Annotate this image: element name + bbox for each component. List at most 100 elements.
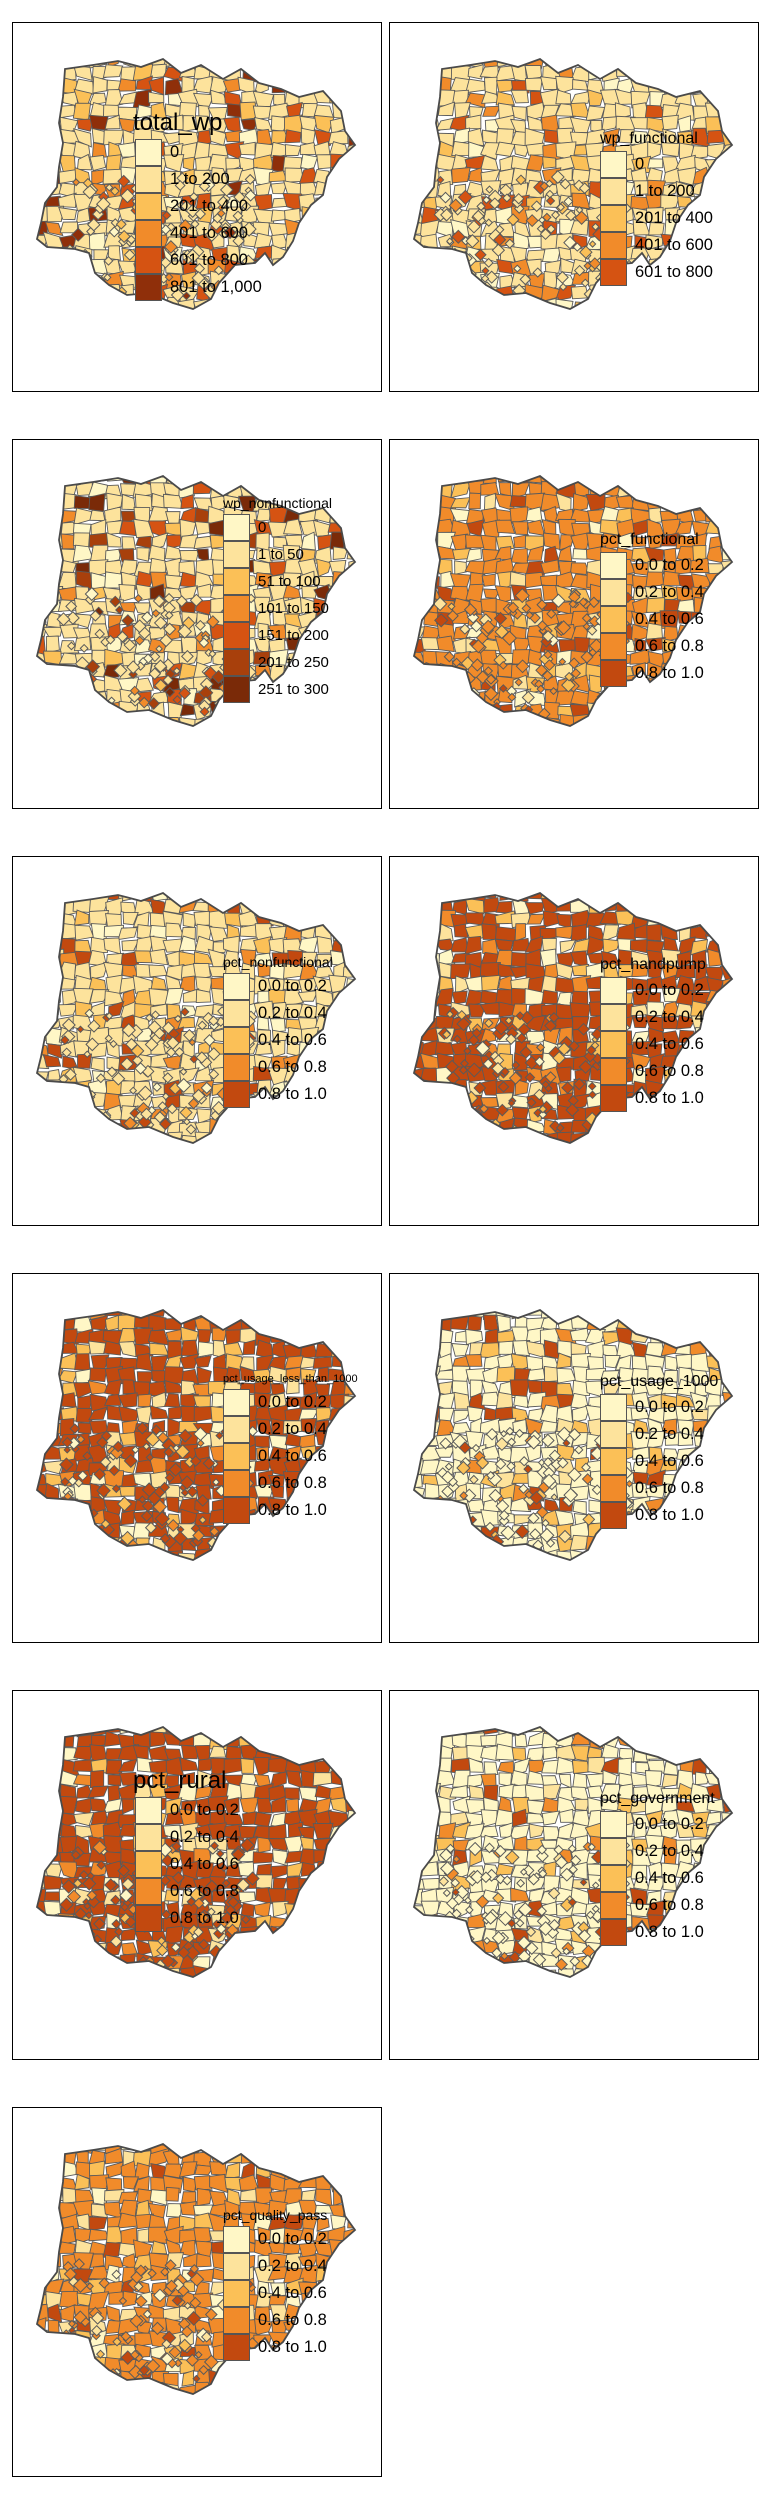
lga-region bbox=[147, 1491, 162, 1506]
lga-region bbox=[58, 1548, 78, 1560]
lga-region bbox=[647, 893, 665, 902]
lga-region bbox=[480, 619, 496, 635]
lga-region bbox=[332, 546, 349, 561]
lga-region bbox=[346, 59, 355, 70]
lga-region bbox=[162, 1310, 181, 1316]
lga-region bbox=[527, 115, 545, 131]
lga-region bbox=[267, 476, 286, 485]
lga-region bbox=[65, 289, 77, 302]
lga-region bbox=[298, 288, 319, 302]
lga-region bbox=[145, 1431, 161, 1448]
lga-region bbox=[514, 1428, 525, 1438]
lga-region bbox=[570, 668, 582, 679]
lga-region bbox=[329, 717, 350, 726]
lga-region bbox=[134, 635, 145, 646]
lga-region bbox=[422, 92, 440, 108]
lga-region bbox=[317, 208, 334, 225]
lga-region bbox=[543, 505, 559, 524]
lga-region bbox=[436, 175, 445, 184]
legend-label: 0.0 to 0.2 bbox=[635, 556, 704, 574]
lga-region bbox=[286, 1130, 303, 1143]
lga-region bbox=[570, 531, 591, 552]
lga-region bbox=[580, 650, 594, 664]
lga-region bbox=[82, 177, 94, 189]
lga-region bbox=[475, 1456, 490, 1470]
lga-region bbox=[446, 237, 454, 245]
lga-region bbox=[551, 593, 566, 608]
legend-swatch bbox=[223, 1389, 250, 1416]
lga-region bbox=[84, 586, 99, 602]
lga-region bbox=[632, 702, 650, 719]
lga-region bbox=[542, 1457, 554, 1468]
lga-region bbox=[45, 1026, 62, 1046]
lga-region bbox=[37, 975, 46, 990]
lga-region bbox=[193, 535, 213, 550]
lga-region bbox=[286, 1561, 299, 1576]
lga-region bbox=[448, 1514, 462, 1528]
lga-region bbox=[90, 730, 108, 743]
lga-region bbox=[646, 1536, 667, 1551]
lga-region bbox=[414, 258, 424, 278]
lga-region bbox=[116, 1496, 133, 1512]
lga-region bbox=[468, 492, 481, 510]
lga-region bbox=[414, 180, 424, 198]
lga-region bbox=[347, 64, 355, 82]
lga-region bbox=[329, 509, 347, 525]
lga-region bbox=[689, 287, 707, 300]
lga-region bbox=[451, 284, 472, 302]
lga-region bbox=[176, 1077, 192, 1093]
lga-region bbox=[255, 1524, 272, 1541]
lga-region bbox=[147, 1329, 170, 1346]
lga-region bbox=[145, 1453, 155, 1462]
lga-region bbox=[74, 1107, 91, 1124]
lga-region bbox=[720, 476, 732, 487]
lga-region bbox=[511, 482, 531, 499]
lga-region bbox=[541, 311, 560, 324]
lga-region bbox=[359, 221, 379, 237]
lga-region bbox=[37, 1131, 50, 1143]
lga-region bbox=[721, 234, 732, 247]
lga-region bbox=[358, 1016, 377, 1032]
lga-region bbox=[238, 893, 260, 902]
lga-region bbox=[32, 1146, 47, 1161]
lga-region bbox=[254, 1535, 274, 1554]
map-panel-pct-rural: pct_rural 0.0 to 0.2 0.2 to 0.4 0.4 to 0.6 0… bbox=[12, 1690, 382, 2060]
lga-region bbox=[479, 285, 499, 303]
lga-region bbox=[739, 1473, 752, 1486]
lga-region bbox=[719, 155, 732, 173]
lga-region bbox=[721, 59, 732, 67]
lga-region bbox=[150, 1010, 161, 1020]
lga-region bbox=[344, 155, 355, 174]
lga-region bbox=[572, 1500, 587, 1515]
lga-region bbox=[180, 636, 199, 655]
lga-region bbox=[42, 703, 60, 720]
lga-region bbox=[420, 258, 442, 274]
lga-region bbox=[705, 1551, 726, 1560]
lga-region bbox=[359, 1536, 376, 1552]
lga-region bbox=[82, 184, 97, 200]
lga-region bbox=[165, 1047, 177, 1058]
lga-region bbox=[419, 962, 439, 982]
lga-region bbox=[454, 560, 467, 575]
lga-region bbox=[202, 1011, 215, 1025]
lga-region bbox=[362, 1319, 377, 1332]
lga-region bbox=[467, 1550, 487, 1560]
lga-region bbox=[132, 88, 153, 109]
lga-region bbox=[271, 312, 289, 328]
legend-label: 0.4 to 0.6 bbox=[635, 610, 704, 628]
lga-region bbox=[195, 1145, 213, 1159]
lga-region bbox=[37, 964, 48, 979]
lga-region bbox=[118, 714, 140, 726]
lga-region bbox=[43, 557, 61, 578]
lga-region bbox=[75, 1407, 93, 1424]
lga-region bbox=[62, 281, 71, 290]
lga-region bbox=[482, 714, 499, 726]
lga-region bbox=[359, 1106, 378, 1122]
lga-region bbox=[720, 1136, 732, 1143]
lga-region bbox=[267, 298, 288, 309]
lga-region bbox=[544, 1019, 557, 1033]
lga-region bbox=[543, 1339, 560, 1360]
lga-region bbox=[548, 1012, 560, 1023]
lga-region bbox=[45, 900, 65, 913]
lga-region bbox=[527, 1379, 544, 1394]
